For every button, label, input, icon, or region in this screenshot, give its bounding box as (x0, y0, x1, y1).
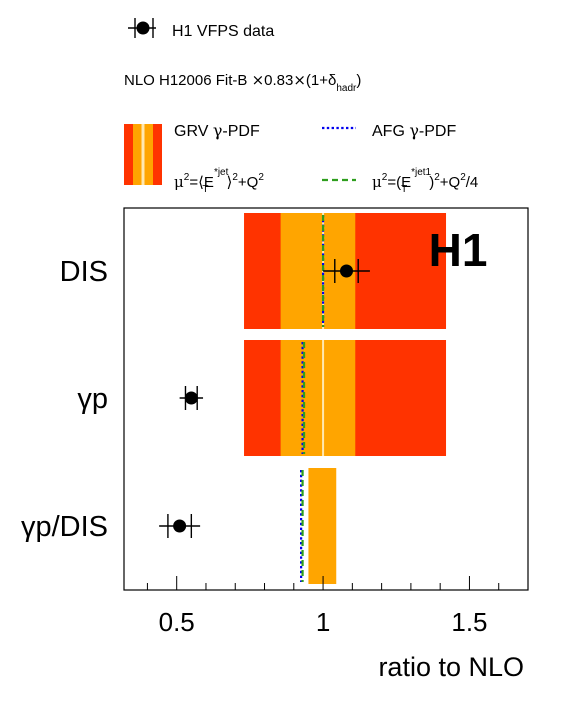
row-1-data-point (339, 264, 353, 278)
legend-data-label: H1 VFPS data (172, 23, 274, 40)
data-points (159, 259, 370, 538)
legend-afg-label: AFG γ-PDF (372, 121, 456, 140)
row-1-category-label: DIS (60, 256, 108, 288)
plot-area: DIS γp γp/DIS 0.5 1 1.5 H1 ratio to NLO (21, 207, 529, 682)
legend-data-marker (128, 18, 156, 38)
legend-grv-swatch (124, 124, 162, 185)
x-axis-ticks (146, 576, 529, 590)
row-2-inner-band (280, 340, 356, 456)
x-tick-label: 1 (316, 607, 330, 637)
category-labels: DIS γp γp/DIS (21, 256, 108, 543)
x-tick-labels: 0.5 1 1.5 (159, 607, 488, 637)
legend-mu2-label: μ2=(E*jet1 T)2+Q2/4 (372, 167, 478, 195)
row-2-data-point (184, 391, 198, 405)
plot-frame (123, 207, 529, 591)
legend-nlo-label: NLO H12006 Fit-B ×0.83×(1+δhadr) (124, 71, 361, 94)
legend-mu1-label: μ2=⟨E*jet T ⟩2+Q2 (174, 167, 264, 195)
legend-grv-label: GRV γ-PDF (174, 121, 260, 140)
x-tick-label: 1.5 (451, 607, 487, 637)
row-2-category-label: γp (77, 383, 108, 415)
legend: H1 VFPS data NLO H12006 Fit-B ×0.83×(1+δ… (124, 18, 478, 195)
row-3-category-label: γp/DIS (21, 511, 108, 543)
row-3-inner-band (308, 468, 337, 584)
h1-logo: H1 (429, 224, 488, 276)
x-tick-label: 0.5 (159, 607, 195, 637)
row-3-data-point (173, 519, 187, 533)
x-axis-label: ratio to NLO (378, 652, 524, 682)
